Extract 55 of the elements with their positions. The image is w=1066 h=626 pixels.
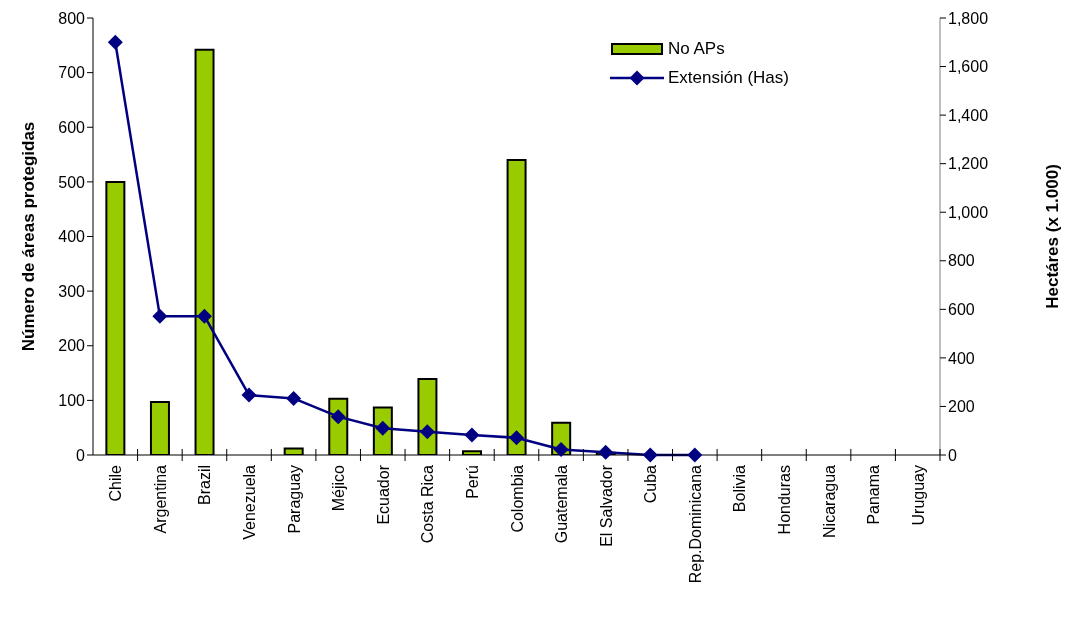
x-tick-label: Perú	[463, 465, 481, 499]
x-tick-label: Panama	[865, 464, 883, 525]
x-tick-label: Bolivia	[731, 464, 749, 513]
y-tick-label: 300	[58, 282, 86, 300]
legend-label: No APs	[668, 38, 725, 59]
y2-tick-label: 200	[948, 398, 975, 416]
x-tick-label: Cuba	[642, 464, 660, 504]
y-axis-title: Número de áreas protegidas	[18, 121, 38, 352]
point	[464, 427, 480, 443]
x-tick-label: Honduras	[775, 465, 793, 535]
point	[107, 34, 123, 50]
legend-label: Extensión (Has)	[668, 67, 789, 88]
point	[509, 430, 524, 446]
x-tick-label: Costa Rica	[419, 464, 437, 544]
point	[419, 424, 435, 440]
y2-tick-label: 0	[948, 446, 957, 464]
x-tick-label: Colombia	[508, 464, 526, 533]
point	[553, 441, 569, 457]
point	[196, 308, 212, 324]
point	[642, 447, 658, 463]
y-tick-label: 600	[58, 118, 86, 136]
y2-tick-label: 1,800	[948, 9, 989, 27]
point	[241, 387, 257, 403]
y2-tick-label: 1,600	[948, 58, 989, 76]
y-tick-label: 400	[58, 228, 86, 246]
y2-tick-label: 1,200	[948, 155, 989, 173]
x-tick-label: Guatemala	[553, 464, 571, 544]
y-tick-label: 0	[76, 446, 86, 464]
y-tick-label: 700	[58, 64, 86, 82]
y2-tick-label: 400	[948, 349, 975, 367]
x-tick-label: Nicaragua	[820, 464, 838, 538]
point	[152, 308, 168, 324]
y2-tick-label: 600	[948, 301, 975, 319]
point	[687, 447, 703, 463]
y-tick-label: 800	[58, 9, 86, 27]
y2-axis-title: Hectáres (x 1.000)	[1042, 164, 1062, 309]
x-tick-label: Uruguay	[909, 465, 927, 526]
x-tick-label: Venezuela	[241, 464, 259, 540]
y-tick-label: 200	[58, 337, 86, 355]
x-tick-label: Chile	[107, 464, 125, 502]
x-tick-label: Méjico	[330, 464, 348, 512]
x-tick-label: Paraguay	[285, 465, 303, 534]
x-tick-label: Rep.Dominicana	[686, 464, 704, 584]
y2-tick-label: 1,400	[948, 106, 989, 124]
y2-tick-label: 1,000	[948, 203, 989, 221]
x-tick-label: El Salvador	[597, 464, 615, 547]
y-tick-label: 100	[58, 392, 86, 410]
y-tick-label: 500	[58, 173, 86, 191]
point	[286, 390, 302, 406]
x-tick-label: Ecuador	[374, 464, 392, 525]
x-tick-label: Argentina	[151, 464, 169, 534]
x-tick-label: Brazil	[196, 465, 214, 506]
y2-tick-label: 800	[948, 252, 975, 270]
point	[330, 409, 346, 425]
point	[598, 444, 614, 460]
